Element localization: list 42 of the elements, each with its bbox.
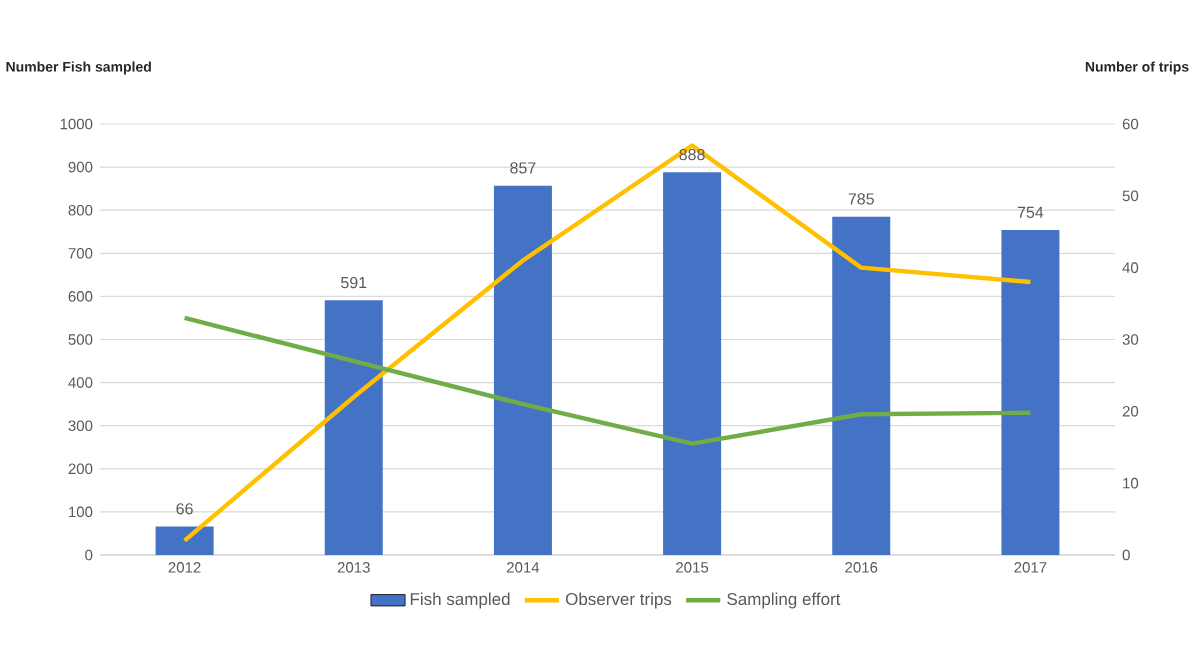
y-tick-label: 800 bbox=[68, 204, 93, 216]
y-tick-label: 700 bbox=[68, 247, 93, 259]
bar bbox=[493, 185, 552, 555]
bar bbox=[663, 172, 722, 555]
y2-tick-label: 10 bbox=[1123, 477, 1139, 489]
x-tick-label: 2017 bbox=[1014, 562, 1047, 573]
bar bbox=[1001, 230, 1060, 555]
legend-label: Observer trips bbox=[565, 592, 672, 609]
x-tick-label: 2016 bbox=[845, 562, 878, 573]
y-tick-label: 200 bbox=[68, 463, 93, 475]
y2-tick-label: 0 bbox=[1122, 549, 1130, 561]
y2-tick-label: 60 bbox=[1122, 118, 1139, 130]
bar bbox=[155, 526, 214, 555]
bar bbox=[324, 300, 383, 555]
data-label: 785 bbox=[848, 193, 874, 205]
y-tick-label: 500 bbox=[68, 334, 93, 345]
legend-label: Sampling effort bbox=[727, 592, 841, 609]
data-label: 591 bbox=[341, 276, 367, 289]
line-series bbox=[182, 315, 1033, 446]
x-tick-label: 2013 bbox=[337, 562, 370, 573]
y2-tick-label: 50 bbox=[1122, 190, 1139, 202]
data-label: 888 bbox=[679, 148, 705, 161]
bar bbox=[832, 216, 891, 555]
y-tick-label: 600 bbox=[68, 291, 93, 302]
y2-axis-title: Number of trips bbox=[1085, 61, 1189, 75]
y-axis-title: Number Fish sampled bbox=[6, 61, 151, 75]
legend-label: Fish sampled bbox=[410, 592, 510, 609]
y-tick-label: 400 bbox=[68, 377, 93, 388]
y2-tick-label: 20 bbox=[1122, 406, 1139, 417]
y2-tick-label: 40 bbox=[1122, 262, 1139, 273]
y-tick-label: 900 bbox=[68, 161, 93, 173]
y2-tick-label: 30 bbox=[1122, 334, 1139, 345]
y-tick-label: 100 bbox=[69, 506, 93, 518]
x-tick-label: 2015 bbox=[676, 562, 709, 573]
x-tick-label: 2014 bbox=[506, 562, 540, 573]
data-label: 66 bbox=[176, 503, 193, 515]
x-tick-label: 2012 bbox=[168, 562, 201, 573]
y-tick-label: 1000 bbox=[60, 118, 93, 130]
data-label: 754 bbox=[1017, 206, 1044, 218]
y-tick-label: 300 bbox=[68, 420, 93, 432]
y-tick-label: 0 bbox=[85, 549, 93, 561]
data-label: 857 bbox=[510, 162, 536, 174]
